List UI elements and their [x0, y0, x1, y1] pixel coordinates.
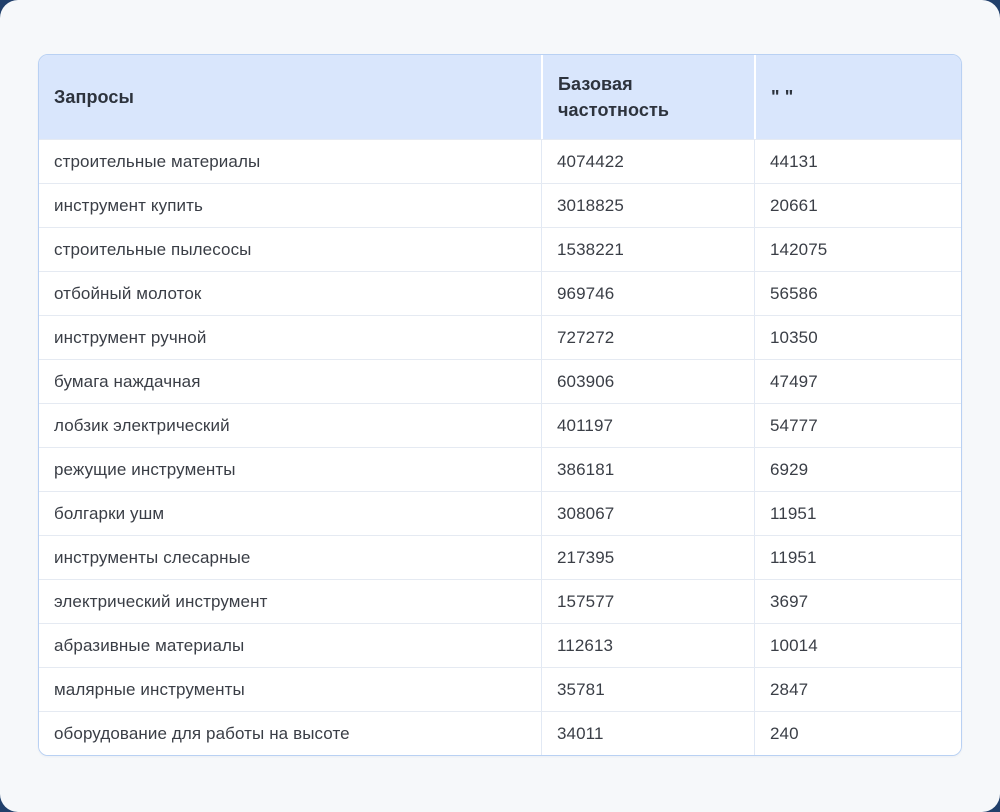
query-cell: оборудование для работы на высоте	[54, 723, 350, 743]
exact-frequency-cell: 10350	[754, 316, 961, 359]
table-row: инструмент ручной 727272 10350	[39, 315, 961, 359]
exact-frequency-cell: 54777	[754, 404, 961, 447]
table-row: бумага наждачная 603906 47497	[39, 359, 961, 403]
column-header-base-frequency-label: Базовая частотность	[558, 74, 670, 120]
exact-frequency-cell: 10014	[754, 624, 961, 667]
query-cell: бумага наждачная	[54, 371, 201, 391]
base-frequency-cell: 157577	[541, 580, 754, 623]
exact-frequency-cell: 11951	[754, 536, 961, 579]
query-cell: строительные пылесосы	[54, 239, 252, 259]
column-header-queries: Запросы	[39, 55, 541, 139]
exact-frequency-cell: 2847	[754, 668, 961, 711]
query-cell: режущие инструменты	[54, 459, 236, 479]
exact-frequency-cell: 56586	[754, 272, 961, 315]
base-frequency-cell: 34011	[541, 712, 754, 755]
base-frequency-cell: 217395	[541, 536, 754, 579]
base-frequency-cell: 35781	[541, 668, 754, 711]
query-cell: абразивные материалы	[54, 635, 245, 655]
table-row: режущие инструменты 386181 6929	[39, 447, 961, 491]
query-cell: малярные инструменты	[54, 679, 245, 699]
base-frequency-cell: 386181	[541, 448, 754, 491]
base-frequency-cell: 401197	[541, 404, 754, 447]
table-row: лобзик электрический 401197 54777	[39, 403, 961, 447]
exact-frequency-cell: 3697	[754, 580, 961, 623]
table-row: строительные материалы 4074422 44131	[39, 139, 961, 183]
table-row: абразивные материалы 112613 10014	[39, 623, 961, 667]
table-row: электрический инструмент 157577 3697	[39, 579, 961, 623]
query-cell: инструмент ручной	[54, 327, 207, 347]
base-frequency-cell: 112613	[541, 624, 754, 667]
column-header-exact-frequency-label: " "	[771, 87, 794, 107]
query-cell: инструменты слесарные	[54, 547, 251, 567]
exact-frequency-cell: 240	[754, 712, 961, 755]
exact-frequency-cell: 142075	[754, 228, 961, 271]
query-cell: болгарки ушм	[54, 503, 165, 523]
query-cell: лобзик электрический	[54, 415, 230, 435]
table-row: инструменты слесарные 217395 11951	[39, 535, 961, 579]
table-row: оборудование для работы на высоте 34011 …	[39, 711, 961, 755]
table-row: отбойный молоток 969746 56586	[39, 271, 961, 315]
query-cell: отбойный молоток	[54, 283, 202, 303]
column-header-base-frequency: Базовая частотность	[541, 55, 754, 139]
query-cell: строительные материалы	[54, 151, 261, 171]
column-header-exact-frequency: " "	[754, 55, 961, 139]
exact-frequency-cell: 11951	[754, 492, 961, 535]
query-cell: инструмент купить	[54, 195, 203, 215]
query-cell: электрический инструмент	[54, 591, 268, 611]
table-header-row: Запросы Базовая частотность " "	[39, 55, 961, 139]
table-row: инструмент купить 3018825 20661	[39, 183, 961, 227]
base-frequency-cell: 1538221	[541, 228, 754, 271]
column-header-queries-label: Запросы	[54, 87, 134, 107]
base-frequency-cell: 603906	[541, 360, 754, 403]
exact-frequency-cell: 6929	[754, 448, 961, 491]
table-row: строительные пылесосы 1538221 142075	[39, 227, 961, 271]
exact-frequency-cell: 44131	[754, 140, 961, 183]
keyword-frequency-table: Запросы Базовая частотность " " строител…	[38, 54, 962, 756]
table-row: малярные инструменты 35781 2847	[39, 667, 961, 711]
table-row: болгарки ушм 308067 11951	[39, 491, 961, 535]
base-frequency-cell: 727272	[541, 316, 754, 359]
base-frequency-cell: 3018825	[541, 184, 754, 227]
exact-frequency-cell: 20661	[754, 184, 961, 227]
exact-frequency-cell: 47497	[754, 360, 961, 403]
base-frequency-cell: 308067	[541, 492, 754, 535]
table-body: строительные материалы 4074422 44131 инс…	[39, 139, 961, 755]
base-frequency-cell: 969746	[541, 272, 754, 315]
base-frequency-cell: 4074422	[541, 140, 754, 183]
